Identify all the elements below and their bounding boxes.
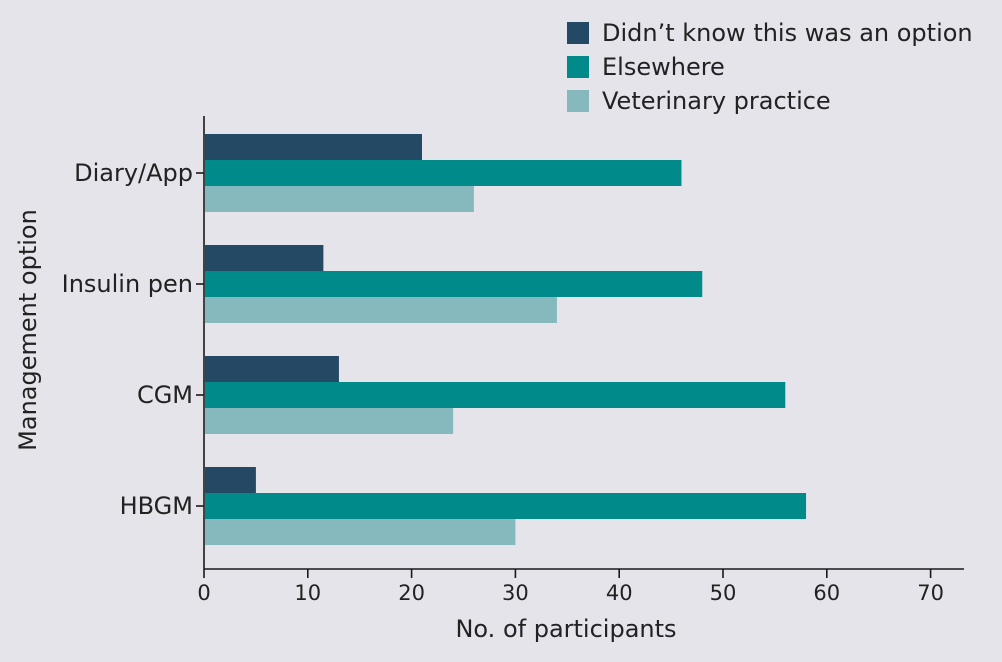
bar-1-diary-app: [205, 134, 422, 160]
bar-2-hbgm: [205, 493, 807, 519]
x-tick-label: 20: [398, 581, 425, 605]
x-tick-label: 0: [197, 581, 210, 605]
bar-3-cgm: [205, 408, 454, 434]
legend-swatch: [567, 22, 589, 44]
category-label: HBGM: [120, 492, 193, 520]
bars: [205, 134, 807, 545]
legend-label: Didn’t know this was an option: [602, 19, 973, 47]
x-tick-label: 60: [813, 581, 840, 605]
category-label: Diary/App: [74, 159, 193, 187]
bar-2-insulin-pen: [205, 271, 703, 297]
category-label: CGM: [137, 381, 193, 409]
x-ticks: 0 10 20 30 40 50 60 70: [197, 569, 944, 605]
legend-label: Veterinary practice: [602, 87, 831, 115]
category-label: Insulin pen: [62, 270, 193, 298]
legend: Didn’t know this was an option Elsewhere V…: [567, 19, 973, 115]
axes: [203, 116, 964, 570]
bar-3-insulin-pen: [205, 297, 557, 323]
bar-2-diary-app: [205, 160, 682, 186]
bar-3-diary-app: [205, 186, 474, 212]
x-tick-label: 30: [502, 581, 529, 605]
bar-1-insulin-pen: [205, 245, 324, 271]
x-tick-label: 10: [294, 581, 321, 605]
bar-1-hbgm: [205, 467, 256, 493]
legend-label: Elsewhere: [602, 53, 725, 81]
x-tick-label: 70: [917, 581, 944, 605]
x-axis-title: No. of participants: [455, 615, 676, 643]
category-labels: Diary/App Insulin pen CGM HBGM: [62, 159, 204, 520]
x-tick-label: 50: [710, 581, 737, 605]
y-axis-title: Management option: [14, 209, 42, 451]
legend-swatch: [567, 56, 589, 78]
x-tick-label: 40: [606, 581, 633, 605]
bar-2-cgm: [205, 382, 786, 408]
bar-3-hbgm: [205, 519, 516, 545]
legend-swatch: [567, 90, 589, 112]
bar-1-cgm: [205, 356, 339, 382]
